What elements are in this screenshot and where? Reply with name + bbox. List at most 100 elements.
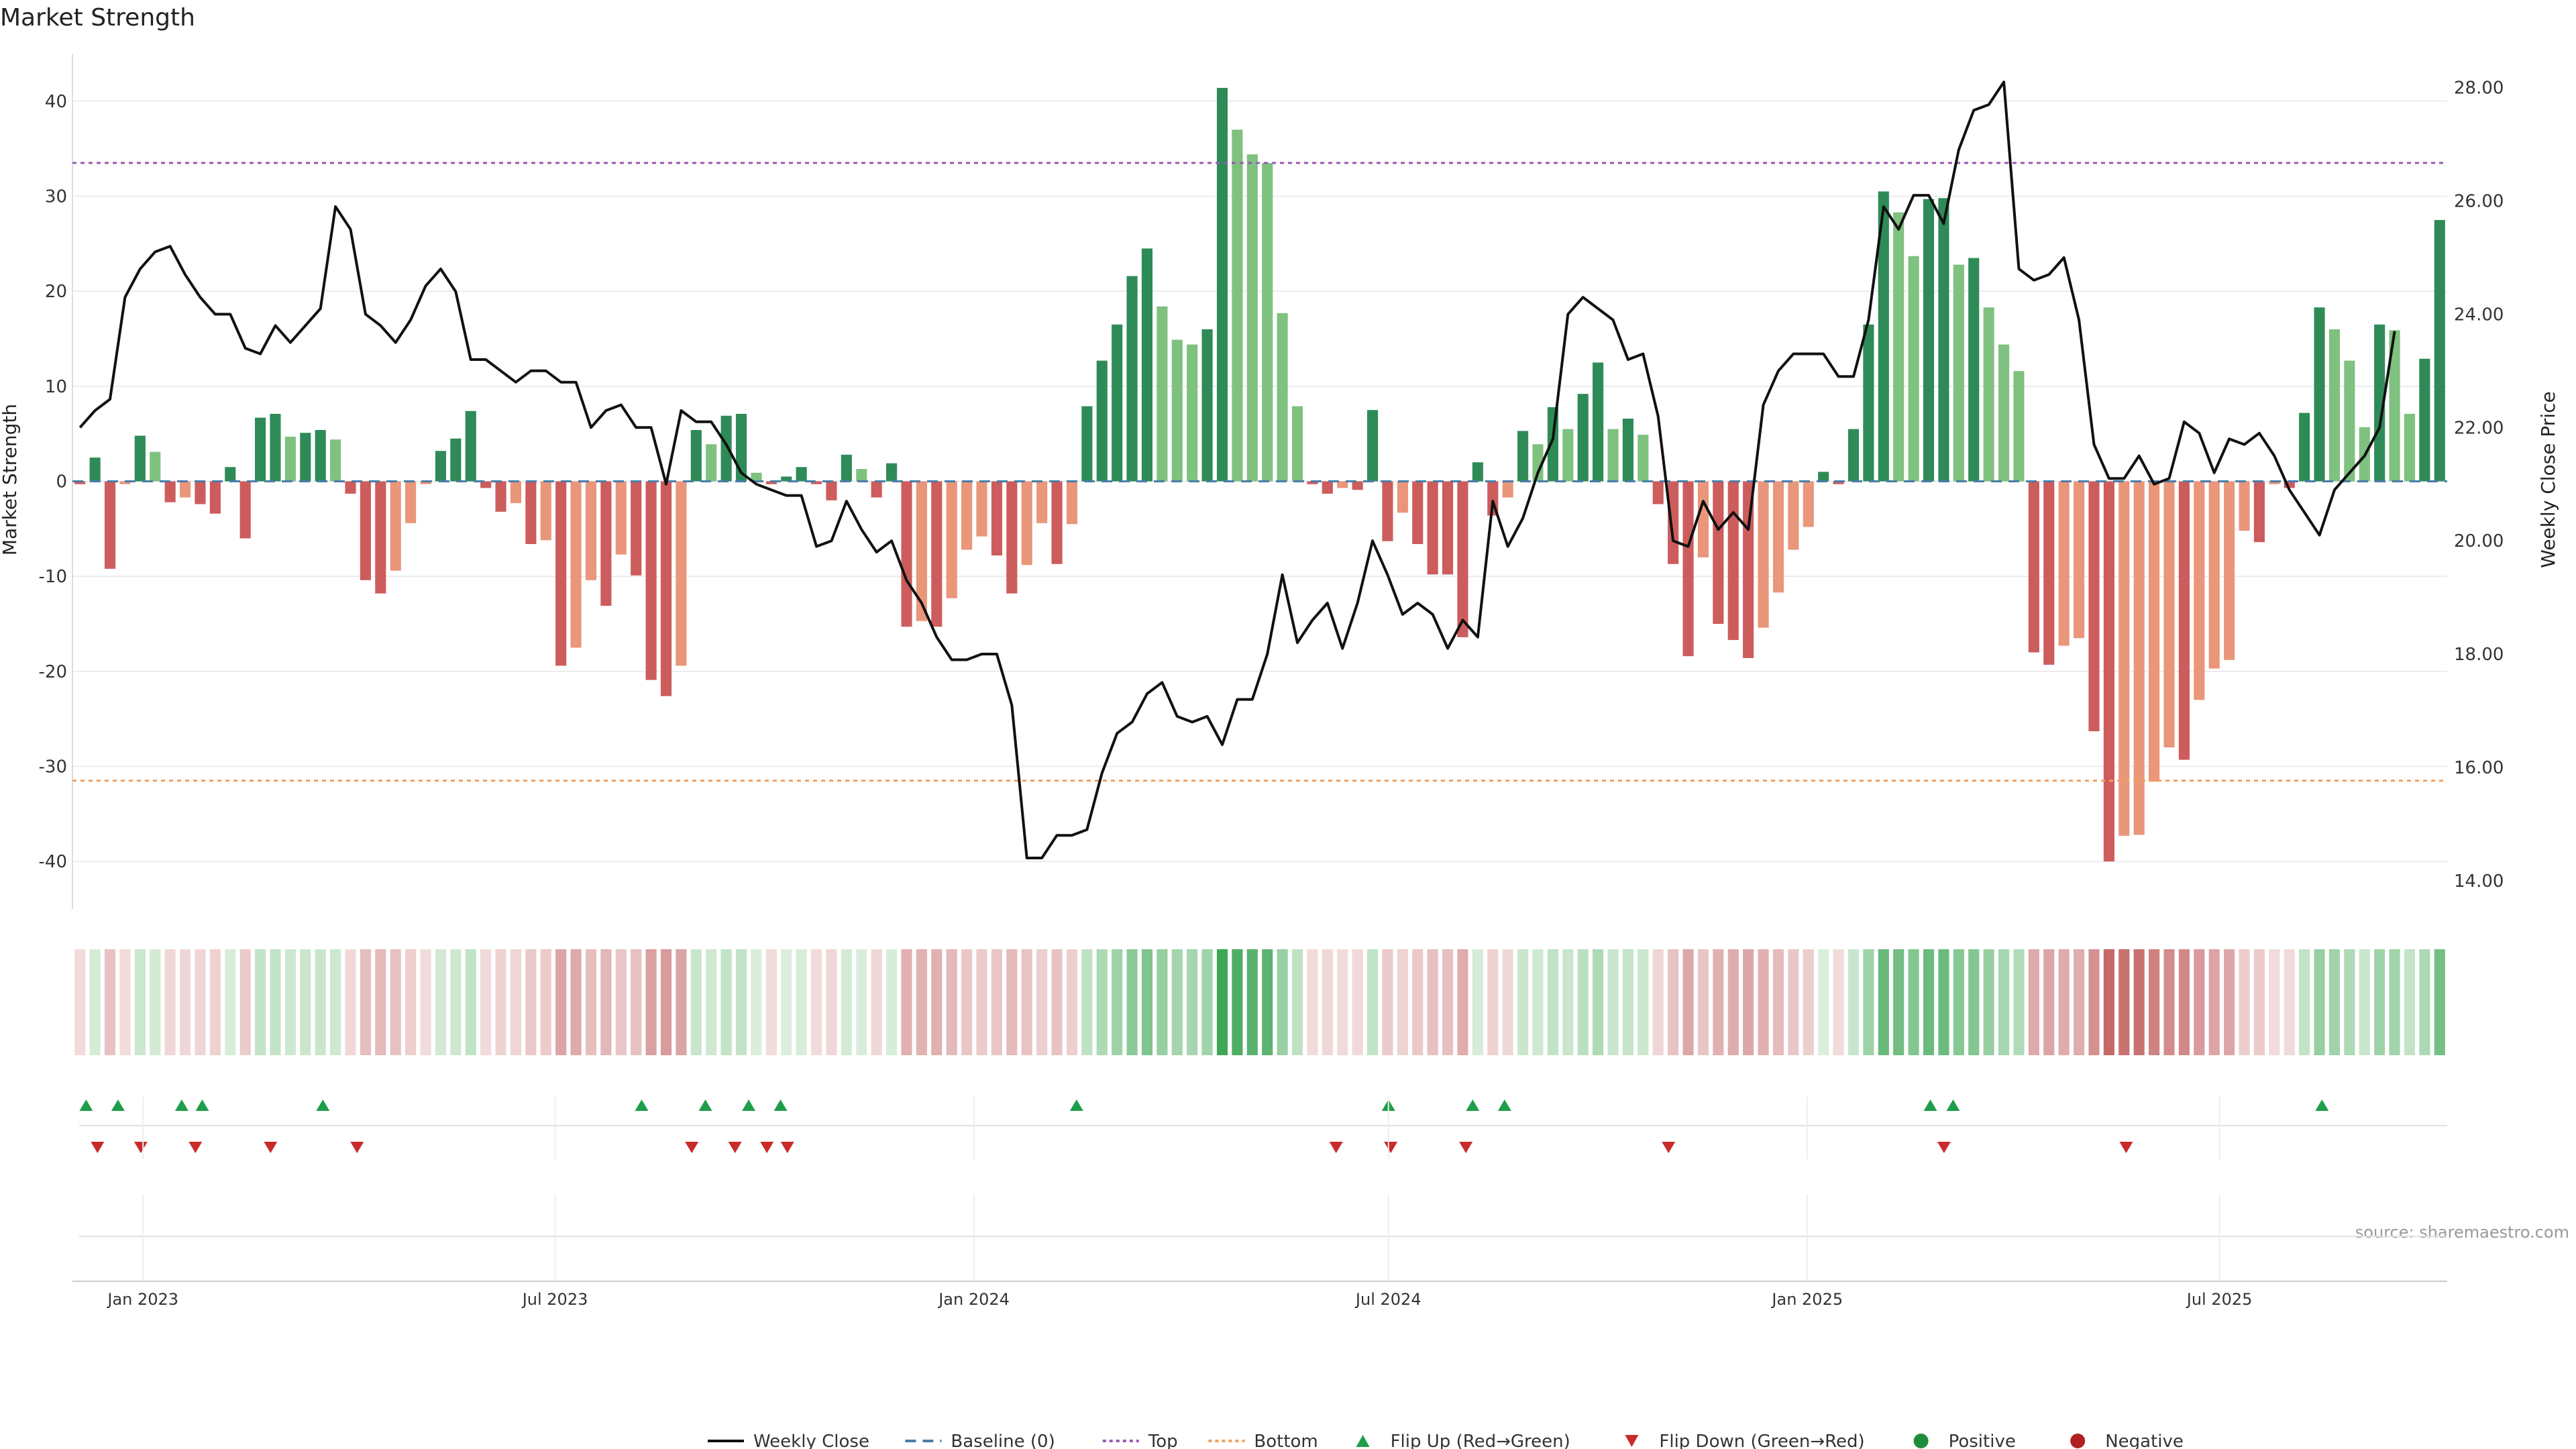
strength-bar xyxy=(1607,429,1619,482)
heat-cell xyxy=(1607,949,1619,1055)
strength-bar xyxy=(390,481,401,571)
strength-bar xyxy=(1833,481,1844,484)
strength-bar xyxy=(2074,481,2085,639)
x-tick-label: Jul 2024 xyxy=(1354,1290,1421,1309)
heat-cell xyxy=(1036,949,1048,1055)
heat-cell xyxy=(1923,949,1935,1055)
heat-cell xyxy=(360,949,371,1055)
strength-bar xyxy=(2149,481,2160,782)
heat-cell xyxy=(1021,949,1032,1055)
flip-up-marker xyxy=(316,1099,330,1111)
flip-up-marker xyxy=(773,1099,788,1111)
legend-swatch xyxy=(1913,1434,1929,1448)
x-axis: Jan 2023 Jul 2023 Jan 2024 Jul 2024 Jan 2025… xyxy=(72,1097,2447,1309)
strength-bar xyxy=(300,433,311,482)
heat-cell xyxy=(1157,949,1168,1055)
strength-bar xyxy=(420,481,431,484)
reference-lines xyxy=(72,162,2447,782)
strength-bar xyxy=(2103,481,2114,862)
heat-cell xyxy=(1878,949,1889,1055)
heat-cell xyxy=(2118,949,2130,1055)
strength-bar xyxy=(2163,481,2175,748)
heat-cell xyxy=(1668,949,1679,1055)
heat-cell xyxy=(871,949,882,1055)
heat-cell xyxy=(1472,949,1483,1055)
strength-bar xyxy=(916,481,927,621)
heat-cell xyxy=(1998,949,2010,1055)
strength-bar xyxy=(195,481,206,504)
strength-bar xyxy=(2434,219,2445,482)
y-tick-label-right: 16.00 xyxy=(2454,758,2504,778)
strength-bar xyxy=(961,481,973,550)
heat-cell xyxy=(1577,949,1589,1055)
strength-bar xyxy=(796,467,807,482)
strength-bar xyxy=(119,481,131,484)
heat-cell xyxy=(1412,949,1424,1055)
heat-cell xyxy=(2404,949,2416,1055)
strength-bar xyxy=(89,458,101,482)
heat-cell xyxy=(1232,949,1243,1055)
heat-cell xyxy=(525,949,537,1055)
strength-bar xyxy=(676,481,687,666)
heat-cell xyxy=(1652,949,1664,1055)
heat-cell xyxy=(1366,949,1379,1055)
heat-cell xyxy=(1713,949,1724,1055)
strength-bar xyxy=(1352,481,1363,490)
flip-up-marker xyxy=(1946,1099,1960,1111)
heat-cell xyxy=(2013,949,2025,1055)
heat-cell xyxy=(1788,949,1799,1055)
heat-cell xyxy=(540,949,551,1055)
heat-cell xyxy=(1112,949,1123,1055)
strength-bar xyxy=(1157,306,1168,482)
heat-cell xyxy=(1863,949,1874,1055)
x-tick-label: Jan 2025 xyxy=(1770,1290,1843,1309)
strength-bar xyxy=(1112,324,1123,482)
strength-bar xyxy=(1682,481,1694,657)
flip-up-marker xyxy=(79,1099,93,1111)
strength-bar xyxy=(645,481,657,680)
legend-swatch xyxy=(1356,1435,1370,1447)
heat-cell xyxy=(1457,949,1468,1055)
heat-cell xyxy=(1262,949,1273,1055)
heat-cell xyxy=(150,949,161,1055)
heat-cell xyxy=(1322,949,1333,1055)
strength-bar xyxy=(841,454,852,482)
strength-bar xyxy=(1517,431,1529,482)
heat-cell xyxy=(1847,949,1860,1055)
heat-cell xyxy=(1682,949,1694,1055)
strength-bar xyxy=(2344,360,2355,482)
heat-cell xyxy=(901,949,912,1055)
flip-down-marker xyxy=(350,1142,364,1153)
legend-label: Flip Down (Green→Red) xyxy=(1659,1432,1864,1449)
strength-bar xyxy=(225,467,236,482)
flip-up-marker xyxy=(2315,1099,2329,1111)
strength-bar xyxy=(1953,264,1964,482)
flip-down-marker xyxy=(728,1142,742,1153)
heat-cell xyxy=(2374,949,2385,1055)
heat-cell xyxy=(1201,949,1213,1055)
heat-cell xyxy=(976,949,987,1055)
strength-bar xyxy=(540,481,551,541)
strength-bar xyxy=(1938,198,1949,482)
strength-bar xyxy=(239,481,251,539)
strength-bar xyxy=(2194,481,2205,700)
heat-cell xyxy=(810,949,822,1055)
strength-bar xyxy=(2208,481,2220,669)
heat-cell xyxy=(1502,949,1513,1055)
heat-cell xyxy=(2359,949,2370,1055)
strength-bar xyxy=(871,481,882,498)
heat-cell xyxy=(1291,949,1303,1055)
strength-bar xyxy=(1457,481,1468,637)
y-tick-label-right: 22.00 xyxy=(2454,418,2504,438)
heat-cell xyxy=(225,949,236,1055)
strength-bar xyxy=(1652,481,1664,504)
strength-heat-strip xyxy=(74,949,2445,1055)
heat-cell xyxy=(660,949,672,1055)
heat-cell xyxy=(164,949,176,1055)
strength-bar xyxy=(1262,162,1273,482)
heat-cell xyxy=(631,949,642,1055)
x-tick-label: Jan 2024 xyxy=(937,1290,1010,1309)
heat-cell xyxy=(720,949,732,1055)
heat-cell xyxy=(420,949,431,1055)
heat-cell xyxy=(1517,949,1529,1055)
